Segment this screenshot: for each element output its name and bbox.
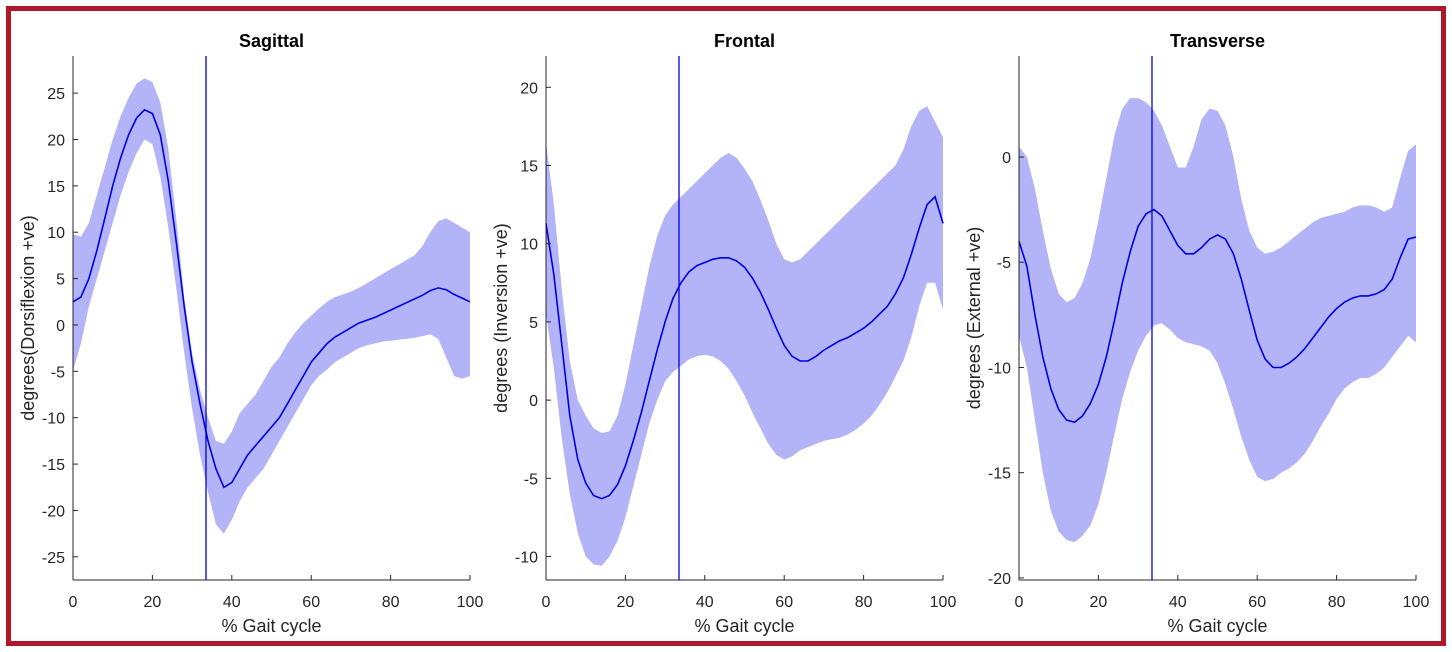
x-tick-label: 60 bbox=[1248, 594, 1266, 611]
y-tick-label: -5 bbox=[524, 471, 538, 488]
x-tick-label: 100 bbox=[457, 594, 484, 611]
y-tick-label: 0 bbox=[529, 393, 538, 410]
y-tick-label: -5 bbox=[51, 364, 65, 381]
panel-title: Sagittal bbox=[239, 31, 304, 51]
x-tick-label: 80 bbox=[1328, 594, 1346, 611]
x-axis-label: % Gait cycle bbox=[694, 616, 794, 636]
y-tick-label: 0 bbox=[56, 318, 65, 335]
y-tick-label: -15 bbox=[42, 457, 65, 474]
sd-band-2 bbox=[1019, 98, 1416, 543]
x-tick-label: 100 bbox=[1403, 594, 1430, 611]
x-tick-label: 20 bbox=[617, 594, 635, 611]
y-tick-label: -10 bbox=[515, 550, 538, 567]
x-tick-label: 60 bbox=[302, 594, 320, 611]
y-tick-label: 15 bbox=[520, 158, 538, 175]
y-axis-label: degrees (External +ve) bbox=[964, 227, 984, 410]
y-tick-label: -10 bbox=[42, 411, 65, 428]
y-tick-label: -15 bbox=[988, 466, 1011, 483]
x-tick-label: 60 bbox=[775, 594, 793, 611]
panel-title: Frontal bbox=[714, 31, 775, 51]
x-tick-label: 40 bbox=[696, 594, 714, 611]
x-tick-label: 0 bbox=[542, 594, 551, 611]
y-tick-label: 15 bbox=[47, 179, 65, 196]
x-tick-label: 20 bbox=[1090, 594, 1108, 611]
x-tick-label: 0 bbox=[1015, 594, 1024, 611]
x-axis-label: % Gait cycle bbox=[221, 616, 321, 636]
y-tick-label: 0 bbox=[1002, 150, 1011, 167]
mean-line-1 bbox=[545, 195, 944, 500]
y-tick-label: 25 bbox=[47, 86, 65, 103]
mean-line-0 bbox=[72, 108, 471, 489]
y-tick-label: -25 bbox=[42, 550, 65, 567]
y-tick-label: -20 bbox=[42, 503, 65, 520]
y-tick-label: 10 bbox=[520, 237, 538, 254]
y-axis-label: degrees (Inversion +ve) bbox=[491, 223, 511, 413]
x-tick-label: 40 bbox=[1169, 594, 1187, 611]
x-tick-label: 80 bbox=[855, 594, 873, 611]
mean-line-2 bbox=[1018, 208, 1417, 424]
panel-title: Transverse bbox=[1170, 31, 1265, 51]
x-tick-label: 20 bbox=[144, 594, 162, 611]
x-tick-label: 0 bbox=[69, 594, 78, 611]
y-tick-label: -5 bbox=[997, 255, 1011, 272]
y-tick-label: 20 bbox=[520, 80, 538, 97]
sd-band-0 bbox=[73, 78, 470, 534]
y-tick-label: 5 bbox=[56, 272, 65, 289]
x-axis-label: % Gait cycle bbox=[1167, 616, 1267, 636]
x-tick-label: 100 bbox=[930, 594, 957, 611]
y-tick-label: 20 bbox=[47, 132, 65, 149]
y-tick-label: 10 bbox=[47, 225, 65, 242]
y-tick-label: -20 bbox=[988, 571, 1011, 588]
x-tick-label: 40 bbox=[223, 594, 241, 611]
y-tick-label: -10 bbox=[988, 360, 1011, 377]
y-tick-label: 5 bbox=[529, 315, 538, 332]
x-tick-label: 80 bbox=[382, 594, 400, 611]
sd-band-1 bbox=[546, 106, 943, 566]
y-axis-label: degrees(Dorsiflexion +ve) bbox=[18, 215, 38, 421]
